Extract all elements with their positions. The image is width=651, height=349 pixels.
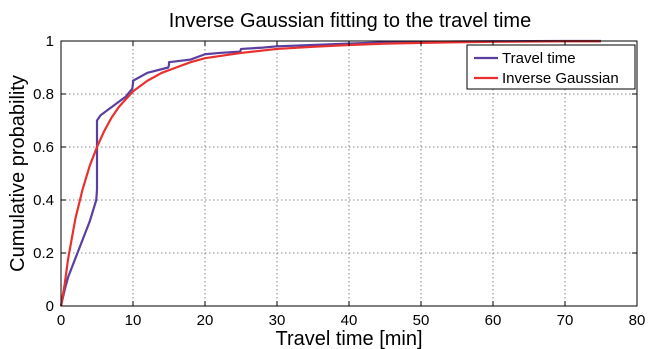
x-tick-label: 80 — [629, 312, 646, 329]
y-tick-label: 0.4 — [33, 192, 54, 209]
series-layer — [59, 39, 601, 307]
x-tick-label: 50 — [413, 312, 430, 329]
y-tick-label: 0.6 — [33, 139, 54, 156]
x-tick-label: 70 — [557, 312, 574, 329]
series-line-travel-time — [59, 39, 601, 307]
legend-label-travel-time: Travel time — [502, 50, 576, 67]
chart-title: Inverse Gaussian fitting to the travel t… — [169, 10, 531, 32]
x-axis-label: Travel time [min] — [275, 328, 422, 349]
x-tick-label: 10 — [125, 312, 142, 329]
x-tick-label: 30 — [269, 312, 286, 329]
x-tick-label: 0 — [57, 312, 65, 329]
legend-label-inverse-gaussian: Inverse Gaussian — [502, 70, 619, 87]
y-tick-label: 0.8 — [33, 86, 54, 103]
x-tick-label: 20 — [197, 312, 214, 329]
tick-layer: 0 10 20 30 40 50 60 70 80 0 0.2 0.4 0.6 0.8 1 — [33, 33, 645, 329]
x-tick-label: 60 — [485, 312, 502, 329]
y-tick-label: 0 — [46, 298, 54, 315]
x-tick-label: 40 — [341, 312, 358, 329]
y-tick-label: 0.2 — [33, 245, 54, 262]
series-line-inverse-gaussian — [59, 40, 601, 307]
legend: Travel time Inverse Gaussian — [466, 44, 636, 90]
y-axis-label: Cumulative probability — [7, 75, 29, 272]
y-tick-label: 1 — [46, 33, 54, 50]
legend-box — [466, 44, 636, 90]
